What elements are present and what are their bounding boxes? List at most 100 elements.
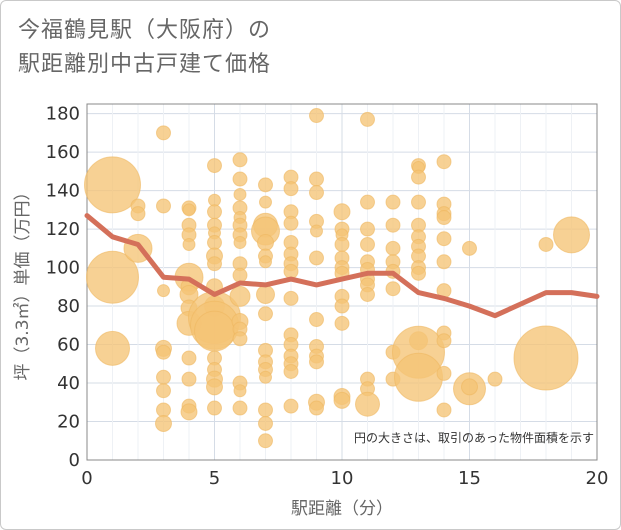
data-bubble: [385, 281, 401, 297]
data-bubble: [333, 203, 351, 221]
data-bubble: [355, 391, 380, 417]
data-bubble: [95, 330, 130, 366]
data-bubble: [360, 221, 375, 237]
data-bubble: [411, 194, 426, 210]
data-bubble: [334, 236, 350, 252]
data-bubble: [232, 400, 248, 416]
data-bubble: [538, 236, 554, 252]
data-bubble: [436, 231, 452, 247]
y-tick-label: 140: [46, 181, 80, 202]
size-note: 円の大きさは、取引のあった物件面積を示す: [354, 430, 594, 445]
data-bubble: [436, 402, 452, 418]
data-bubble: [309, 354, 324, 370]
data-bubble: [436, 210, 452, 226]
data-bubble: [258, 402, 273, 418]
data-bubble: [411, 265, 426, 281]
data-bubble: [436, 333, 452, 349]
y-tick-label: 0: [69, 450, 80, 471]
chart-title: 今福鶴見駅（大阪府）の 駅距離別中古戸建て価格: [18, 18, 272, 77]
data-bubble: [487, 371, 503, 387]
y-tick-label: 120: [46, 219, 80, 240]
data-bubble: [207, 235, 222, 251]
data-bubble: [436, 365, 452, 381]
y-tick-label: 60: [57, 335, 80, 356]
data-bubble: [233, 187, 247, 201]
data-bubble: [232, 171, 248, 187]
data-bubble: [283, 363, 299, 379]
x-tick-label: 15: [458, 468, 481, 489]
data-bubble: [86, 250, 139, 304]
data-bubble: [207, 158, 222, 174]
data-bubble: [130, 206, 146, 222]
data-bubble: [283, 181, 299, 197]
y-tick-label: 160: [46, 142, 80, 163]
data-bubble: [553, 216, 590, 254]
y-tick-label: 20: [57, 412, 80, 433]
y-ticks: 0 20 40 60 80 100 120 140 160 180: [46, 104, 80, 471]
data-bubble: [259, 195, 272, 209]
data-bubble: [156, 125, 171, 141]
data-bubble: [461, 378, 478, 396]
data-bubble: [309, 185, 324, 201]
data-bubble: [155, 414, 172, 432]
data-bubble: [180, 403, 198, 421]
data-bubble: [156, 344, 171, 360]
data-bubble: [156, 369, 171, 385]
y-tick-label: 80: [57, 296, 80, 317]
x-ticks: 0 5 10 15 20: [81, 468, 608, 489]
data-bubble: [309, 400, 324, 416]
x-tick-label: 0: [81, 468, 92, 489]
bubbles: [84, 108, 590, 449]
data-bubble: [283, 215, 299, 231]
data-bubble: [360, 236, 375, 252]
x-axis-label: 駅距離（分）: [291, 499, 393, 519]
data-bubble: [513, 325, 579, 391]
data-bubble: [436, 154, 452, 170]
data-bubble: [157, 284, 170, 298]
data-bubble: [360, 111, 375, 127]
y-tick-label: 180: [46, 104, 80, 125]
data-bubble: [156, 383, 171, 399]
data-bubble: [385, 217, 401, 233]
data-bubble: [360, 287, 375, 303]
data-bubble: [232, 152, 248, 168]
data-bubble: [283, 398, 299, 414]
data-bubble: [181, 350, 197, 366]
data-bubble: [309, 108, 324, 124]
data-bubble: [182, 237, 196, 251]
data-bubble: [309, 171, 324, 187]
data-bubble: [258, 433, 273, 449]
data-bubble: [360, 194, 375, 210]
data-bubble: [206, 378, 223, 396]
x-tick-label: 5: [209, 468, 220, 489]
data-bubble: [310, 224, 323, 238]
data-bubble: [156, 402, 171, 418]
data-bubble: [181, 371, 197, 387]
data-bubble: [233, 236, 247, 250]
data-bubble: [256, 285, 275, 305]
data-bubble: [394, 352, 443, 402]
data-bubble: [309, 312, 324, 328]
data-bubble: [257, 234, 274, 252]
data-bubble: [283, 263, 299, 279]
data-bubble: [385, 194, 401, 210]
data-bubble: [232, 331, 248, 347]
data-bubble: [411, 169, 426, 185]
data-bubble: [462, 240, 477, 256]
y-tick-label: 40: [57, 373, 80, 394]
y-tick-label: 100: [46, 258, 80, 279]
data-bubble: [283, 290, 299, 306]
y-axis-label: 坪（3.3㎡）単価（万円）: [13, 183, 33, 380]
data-bubble: [259, 370, 272, 384]
data-bubble: [333, 391, 351, 409]
data-bubble: [334, 315, 350, 331]
data-bubble: [182, 203, 196, 217]
data-bubble: [309, 250, 324, 266]
data-bubble: [229, 285, 251, 307]
data-bubble: [258, 177, 273, 193]
data-bubble: [232, 267, 248, 283]
data-bubble: [156, 198, 171, 214]
data-bubble: [194, 310, 235, 352]
average-price-line: [84, 213, 600, 319]
